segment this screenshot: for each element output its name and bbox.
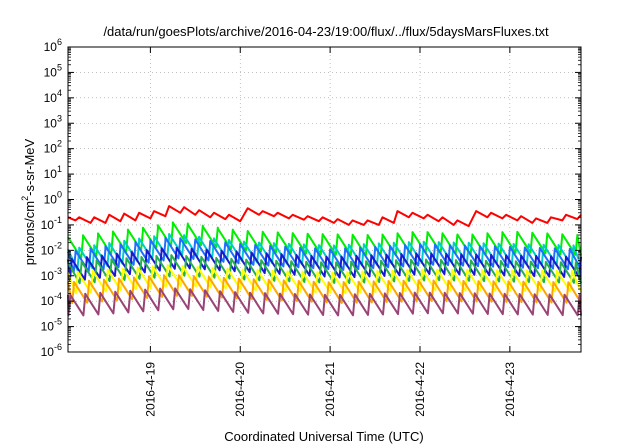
y-tick-label: 10-5 (41, 317, 62, 334)
series-line-1 (67, 205, 582, 228)
series-line-4 (67, 236, 582, 274)
x-tick-label: 2016-4-20 (233, 362, 247, 417)
y-tick-label: 10-4 (41, 291, 62, 308)
y-axis-label-prefix: protons/cm (22, 201, 37, 265)
series-line-9 (67, 287, 582, 317)
y-tick-label: 104 (44, 88, 62, 105)
x-tick-label: 2016-4-22 (413, 362, 427, 417)
y-tick-label: 10-2 (41, 240, 62, 257)
series-line-8 (67, 274, 582, 304)
y-tick-label: 103 (44, 113, 62, 130)
y-tick-label: 106 (44, 37, 62, 54)
series-lines (67, 205, 582, 317)
series-line-3 (67, 233, 582, 271)
series-line-2 (67, 221, 582, 259)
axis-ticks: 10-6 10-5 10-4 10-3 10-2 10-1 100 101 102 103 104 1… (41, 37, 581, 417)
y-tick-label: 10-3 (41, 266, 62, 283)
chart-title: /data/run/goesPlots/archive/2016-04-23/1… (103, 24, 549, 39)
series-line-5 (67, 246, 582, 282)
x-tick-label: 2016-4-19 (143, 362, 157, 417)
series-line-6 (67, 254, 582, 285)
x-tick-label: 2016-4-21 (323, 362, 337, 417)
y-tick-label: 101 (44, 164, 62, 181)
y-tick-label: 10-6 (41, 342, 62, 359)
y-axis-label-suffix: -s-sr-MeV (22, 138, 37, 195)
y-tick-label: 102 (44, 139, 62, 156)
x-axis-label: Coordinated Universal Time (UTC) (224, 429, 423, 444)
y-tick-label: 100 (44, 190, 62, 207)
y-tick-label: 105 (44, 62, 62, 79)
series-line-7 (67, 264, 582, 295)
x-tick-label: 2016-4-23 (503, 362, 517, 417)
y-tick-label: 10-1 (41, 215, 62, 232)
y-axis-label-sup: 2 (20, 196, 30, 201)
y-axis-label: protons/cm2-s-sr-MeV (20, 138, 37, 265)
